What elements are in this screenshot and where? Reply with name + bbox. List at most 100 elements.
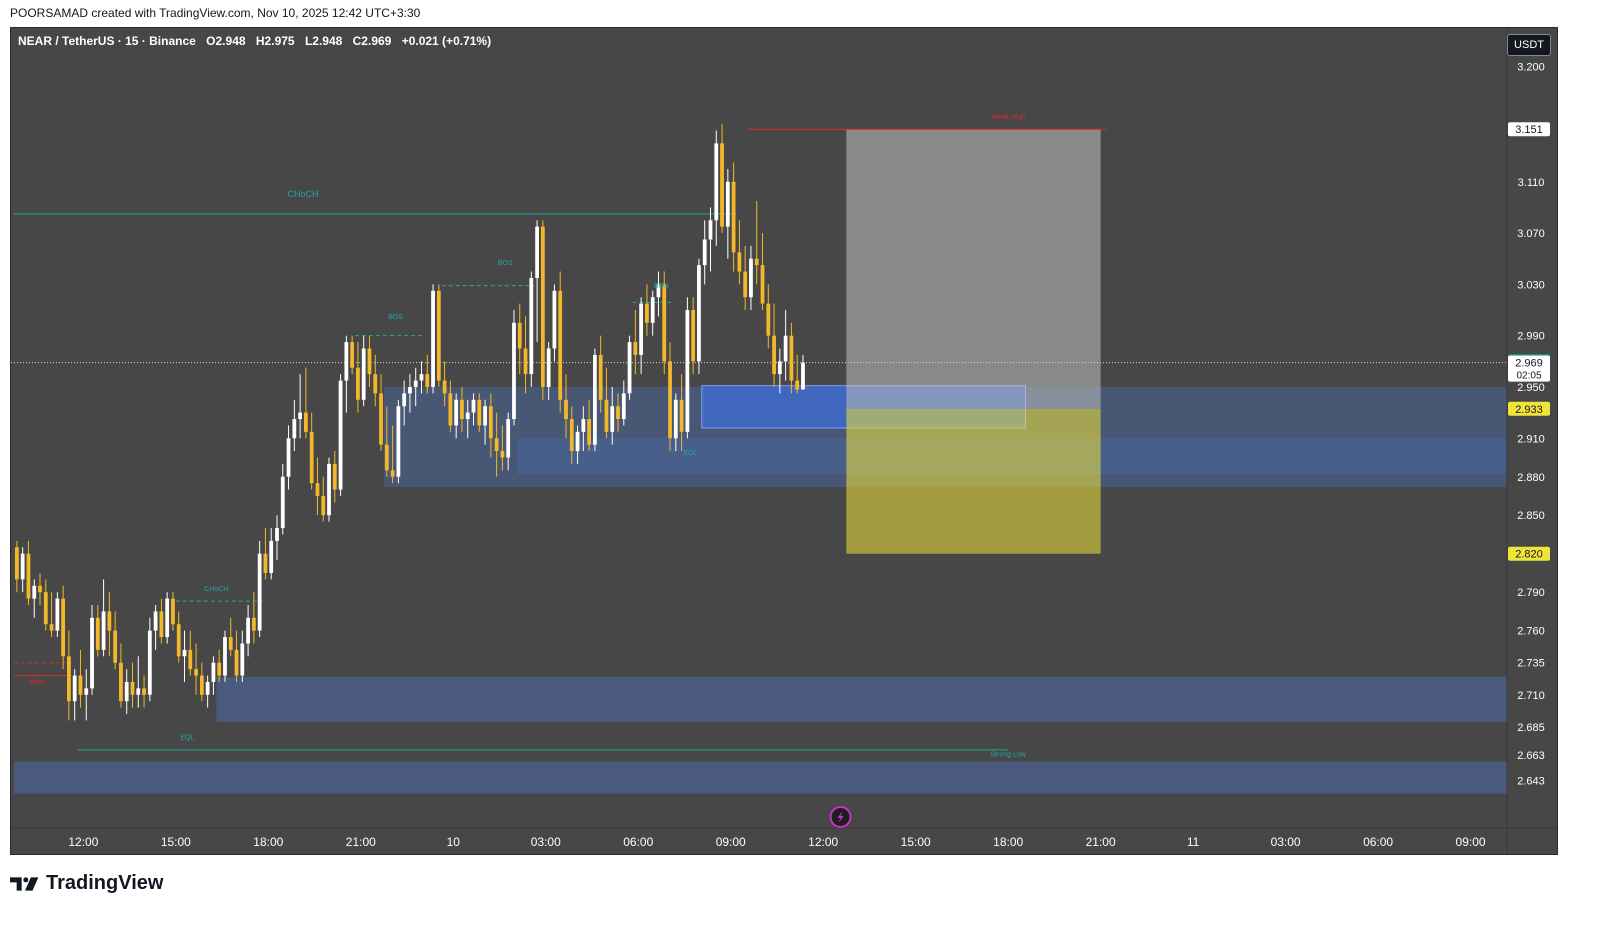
stop-loss-area[interactable] [846,129,1101,409]
candle-body[interactable] [124,681,129,702]
candle-body[interactable] [396,406,401,477]
candle-body[interactable] [760,265,765,304]
candle-body[interactable] [251,617,256,631]
candle-body[interactable] [286,438,291,477]
candle-body[interactable] [569,419,574,452]
candle-body[interactable] [153,611,158,631]
candle-body[interactable] [777,361,782,375]
candle-body[interactable] [15,547,19,580]
candle-body[interactable] [731,181,736,253]
candle-body[interactable] [442,380,447,394]
candle-body[interactable] [67,656,71,702]
candle-body[interactable] [350,342,355,368]
candle-body[interactable] [448,393,453,426]
candle-body[interactable] [754,258,759,266]
candle-body[interactable] [327,463,331,516]
candle-body[interactable] [234,649,239,676]
candle-body[interactable] [662,284,667,362]
candle-body[interactable] [304,412,308,432]
candle-body[interactable] [217,662,222,676]
candle-body[interactable] [338,380,343,490]
candle-body[interactable] [697,265,701,362]
candle-body[interactable] [309,431,314,484]
candle-body[interactable] [390,470,395,477]
candle-body[interactable] [38,585,42,593]
candle-body[interactable] [257,553,262,631]
candle-body[interactable] [280,476,285,529]
candle-body[interactable] [95,617,100,650]
candle-body[interactable] [344,342,349,381]
candle-body[interactable] [165,598,170,638]
candle-body[interactable] [205,681,210,695]
candle-body[interactable] [587,419,591,445]
candle-body[interactable] [32,585,37,599]
candle-body[interactable] [529,277,534,375]
candle-body[interactable] [147,630,152,695]
candle-body[interactable] [546,348,551,387]
symbol-name[interactable]: NEAR / TetherUS · 15 · Binance [18,34,196,48]
candle-body[interactable] [668,361,672,439]
candle-body[interactable] [182,649,187,657]
candle-body[interactable] [720,143,724,227]
candle-body[interactable] [431,290,435,387]
candle-body[interactable] [517,322,522,349]
candle-body[interactable] [61,598,66,657]
candle-body[interactable] [84,688,89,695]
candle-body[interactable] [737,252,742,272]
candle-body[interactable] [176,624,181,657]
candle-body[interactable] [408,386,412,394]
candle-body[interactable] [627,342,632,394]
candle-body[interactable] [564,399,568,420]
candle-body[interactable] [512,322,516,420]
candle-body[interactable] [633,342,638,355]
candle-body[interactable] [159,611,164,638]
candle-body[interactable] [142,688,146,695]
candle-body[interactable] [743,271,748,298]
take-profit-area[interactable] [846,408,1101,554]
candle-body[interactable] [240,643,245,676]
candle-body[interactable] [425,374,430,387]
candle-body[interactable] [679,399,684,432]
candle-body[interactable] [575,431,580,452]
candle-body[interactable] [598,354,603,400]
candle-body[interactable] [246,617,250,644]
candle-body[interactable] [211,662,216,682]
candle-body[interactable] [384,444,389,471]
candle-body[interactable] [621,393,626,420]
candle-body[interactable] [558,290,563,400]
candle-body[interactable] [188,649,193,670]
candle-body[interactable] [749,258,753,298]
candle-body[interactable] [708,220,713,240]
chart-frame[interactable]: CHoCH BOS BOS BOS CHoCH BOS EQL EQL Weak High Str… [10,27,1558,855]
candle-body[interactable] [373,374,378,394]
candle-body[interactable] [616,406,620,420]
candle-body[interactable] [107,611,112,631]
candle-body[interactable] [298,412,302,420]
candle-body[interactable] [413,380,418,387]
candle-body[interactable] [223,637,227,676]
candle-body[interactable] [130,681,135,695]
candle-body[interactable] [367,348,372,375]
candle-body[interactable] [465,412,470,420]
candle-body[interactable] [540,226,545,387]
candle-body[interactable] [483,406,487,426]
candle-body[interactable] [639,303,644,355]
candle-body[interactable] [581,419,586,432]
tradingview-logo[interactable]: TradingView [10,872,163,895]
candle-body[interactable] [194,669,198,676]
candle-body[interactable] [685,310,690,432]
candle-body[interactable] [49,624,54,631]
candle-body[interactable] [795,380,800,390]
candle-body[interactable] [275,528,279,541]
candle-body[interactable] [523,348,528,375]
candle-body[interactable] [332,463,337,490]
candle-body[interactable] [604,399,609,432]
candle-body[interactable] [766,303,771,336]
candle-body[interactable] [321,495,326,516]
candle-body[interactable] [725,181,730,227]
candle-body[interactable] [136,688,141,695]
candle-body[interactable] [783,335,788,362]
chart-canvas[interactable]: CHoCH BOS BOS BOS CHoCH BOS EQL EQL Weak High Str… [11,28,1557,854]
candle-body[interactable] [228,637,233,650]
candle-body[interactable] [772,335,776,375]
